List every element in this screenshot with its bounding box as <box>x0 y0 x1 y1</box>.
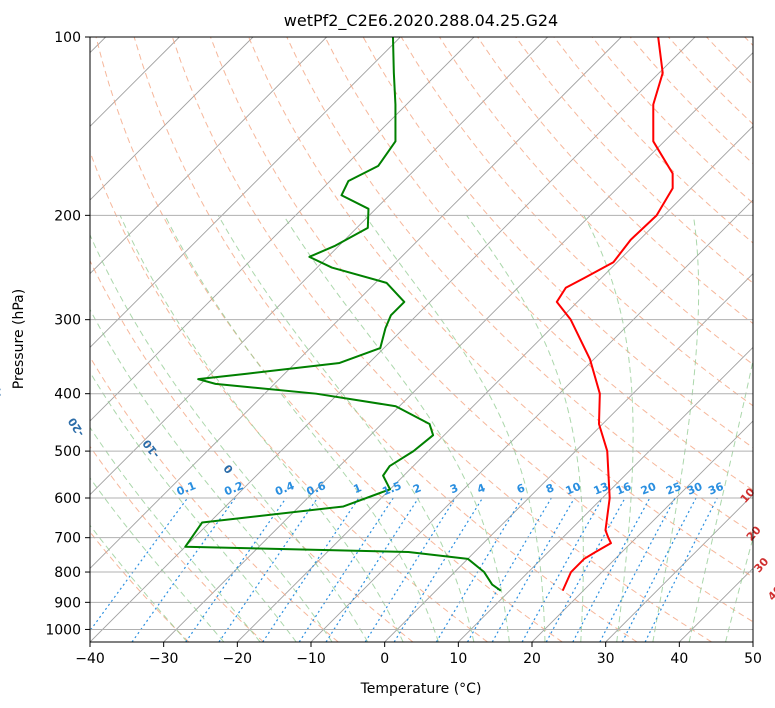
isotherm-line <box>605 494 753 642</box>
mixing-ratio-line <box>644 497 718 642</box>
moist-adiabat-line <box>652 215 700 642</box>
dewpoint-profile-line <box>184 37 502 592</box>
mixing-ratio-line <box>435 497 523 642</box>
mixing-ratio-label: 13 <box>592 480 611 498</box>
dry-adiabat-line <box>95 37 563 642</box>
moist-adiabat-line <box>217 215 475 642</box>
isotherm-line <box>384 273 753 642</box>
x-tick-label: −40 <box>75 651 105 667</box>
mixing-ratio-line <box>521 497 603 642</box>
moist-adiabat-line <box>164 215 439 642</box>
isotherm-line <box>90 37 548 496</box>
mixing-ratio-label: 1 <box>352 481 364 496</box>
moist-adiabat-line <box>364 215 546 642</box>
dry-adiabat-line <box>90 445 264 642</box>
isotherm-line <box>90 37 327 275</box>
isotherm-line <box>90 37 401 348</box>
mixing-ratio-line <box>185 497 287 642</box>
dry-adiabat-line <box>210 37 753 623</box>
x-axis-label: Temperature (°C) <box>360 681 482 697</box>
moist-adiabat-line <box>583 215 634 642</box>
mixing-ratio-label: 25 <box>664 480 683 498</box>
moist-adiabat-line <box>90 477 225 642</box>
x-tick-label: 10 <box>449 651 467 667</box>
y-tick-label: 500 <box>54 444 81 460</box>
isotherm-line <box>163 52 753 642</box>
y-tick-label: 800 <box>54 565 81 581</box>
mixing-ratio-line <box>262 497 360 642</box>
mixing-ratio-label: 16 <box>614 480 633 498</box>
y-tick-label: 1000 <box>45 622 81 638</box>
moist-adiabat-line <box>90 426 261 642</box>
mixing-ratio-label: 30 <box>685 480 704 498</box>
dry-adiabat-line <box>90 259 414 642</box>
plot-frame <box>89 36 754 643</box>
moist-adiabat-line <box>90 233 369 642</box>
moist-adiabat-line <box>90 371 297 642</box>
plot-area <box>90 37 753 642</box>
isotherm-line <box>458 346 753 642</box>
dry-adiabat-line <box>324 37 753 491</box>
mixing-ratio-line <box>572 497 651 642</box>
isotherm-line <box>90 37 696 642</box>
x-tick-label: 0 <box>380 651 389 667</box>
isotherm-line <box>237 125 753 642</box>
y-tick-label: 400 <box>54 387 81 403</box>
x-tick-label: −20 <box>223 651 253 667</box>
mixing-ratio-line <box>621 497 697 642</box>
y-tick-label: 200 <box>54 208 81 224</box>
x-tick-label: 50 <box>744 651 762 667</box>
isotherm-line <box>90 37 622 569</box>
moist-adiabat-line <box>119 215 404 642</box>
dry-adiabat-line <box>171 37 712 642</box>
mixing-ratio-label: 8 <box>544 481 556 496</box>
mixing-ratio-line <box>298 497 394 642</box>
sounding-series <box>184 37 674 592</box>
mixing-ratio-line <box>131 497 236 642</box>
y-axis-label: Pressure (hPa) <box>11 289 27 389</box>
isotherm-line <box>90 37 475 422</box>
dry-adiabat-line <box>248 37 753 578</box>
isotherm-line <box>90 37 254 201</box>
mixing-ratio-label: 36 <box>706 480 725 498</box>
x-tick-label: −10 <box>296 651 326 667</box>
axes: −40 −30 −20 −10 0 10 20 30 40 50 100 200 300 400 500 60… <box>45 30 762 667</box>
dry-adiabat-line <box>286 37 753 534</box>
y-tick-label: 100 <box>54 30 81 46</box>
moist-adiabat-line <box>90 308 333 642</box>
y-tick-label: 600 <box>54 491 81 507</box>
mixing-ratio-label: 2 <box>411 481 423 496</box>
y-tick-label: 900 <box>54 595 81 611</box>
chart-title: wetPf2_C2E6.2020.288.04.25.G24 <box>284 11 558 31</box>
mixing-ratio-line <box>218 497 318 642</box>
moist-adiabat-label: 40 <box>765 583 775 603</box>
x-tick-label: 20 <box>523 651 541 667</box>
x-tick-label: 30 <box>597 651 615 667</box>
x-tick-label: 40 <box>670 651 688 667</box>
dry-adiabat-line <box>515 37 753 284</box>
mixing-ratio-line <box>599 497 676 642</box>
mixing-ratio-line <box>466 497 552 642</box>
x-tick-label: −30 <box>149 651 179 667</box>
mixing-ratio-line <box>90 497 189 632</box>
y-tick-label: 700 <box>54 531 81 547</box>
mixing-ratio-line <box>545 497 626 642</box>
mixing-ratio-label: 20 <box>639 480 658 498</box>
moist-adiabat-line <box>466 215 584 642</box>
isotherm-line <box>531 420 753 642</box>
mixing-ratio-label: 3 <box>448 481 460 496</box>
moist-adiabat-line <box>283 215 510 642</box>
temperature-profile-line <box>555 37 674 592</box>
mixing-ratio-line <box>491 497 576 642</box>
dry-adiabat-line <box>133 37 638 642</box>
mixing-ratio-label: 10 <box>564 480 583 498</box>
y-tick-label: 300 <box>54 313 81 329</box>
